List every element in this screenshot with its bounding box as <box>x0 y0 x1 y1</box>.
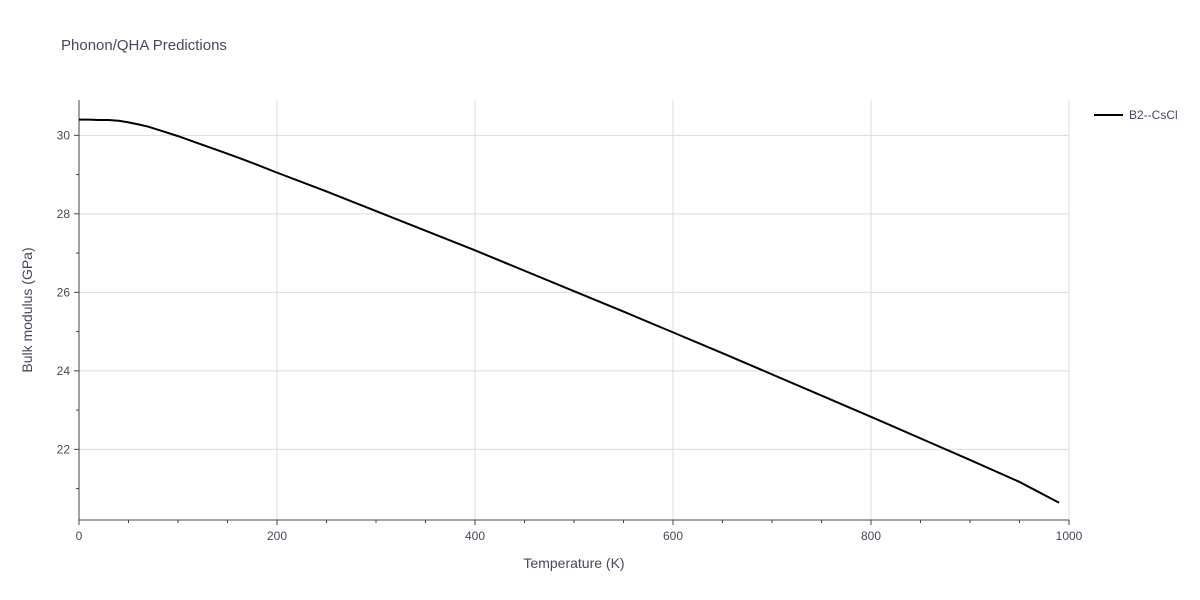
x-axis-title: Temperature (K) <box>523 555 624 571</box>
x-tick-label: 800 <box>861 529 881 543</box>
chart-title: Phonon/QHA Predictions <box>61 37 227 54</box>
y-tick-label: 22 <box>57 442 71 456</box>
legend[interactable]: B2--CsCl <box>1094 108 1178 122</box>
x-tick-label: 0 <box>76 529 83 543</box>
y-tick-label: 24 <box>57 364 71 378</box>
grid-layer <box>79 100 1070 520</box>
y-axis-title: Bulk modulus (GPa) <box>19 247 35 372</box>
x-tick-label: 200 <box>267 529 287 543</box>
y-tick-label: 26 <box>57 285 71 299</box>
series-layer <box>79 118 1060 504</box>
x-tick-label: 1000 <box>1056 529 1083 543</box>
axis-layer <box>74 100 1070 525</box>
y-tick-label: 28 <box>57 207 71 221</box>
legend-label[interactable]: B2--CsCl <box>1129 108 1178 122</box>
y-tick-label: 30 <box>57 128 71 142</box>
series-line-0[interactable] <box>79 118 1060 504</box>
x-tick-label: 600 <box>663 529 683 543</box>
label-layer: 0 200 400 600 800 1000 22 24 26 28 30 <box>57 128 1083 543</box>
x-tick-label: 400 <box>465 529 485 543</box>
